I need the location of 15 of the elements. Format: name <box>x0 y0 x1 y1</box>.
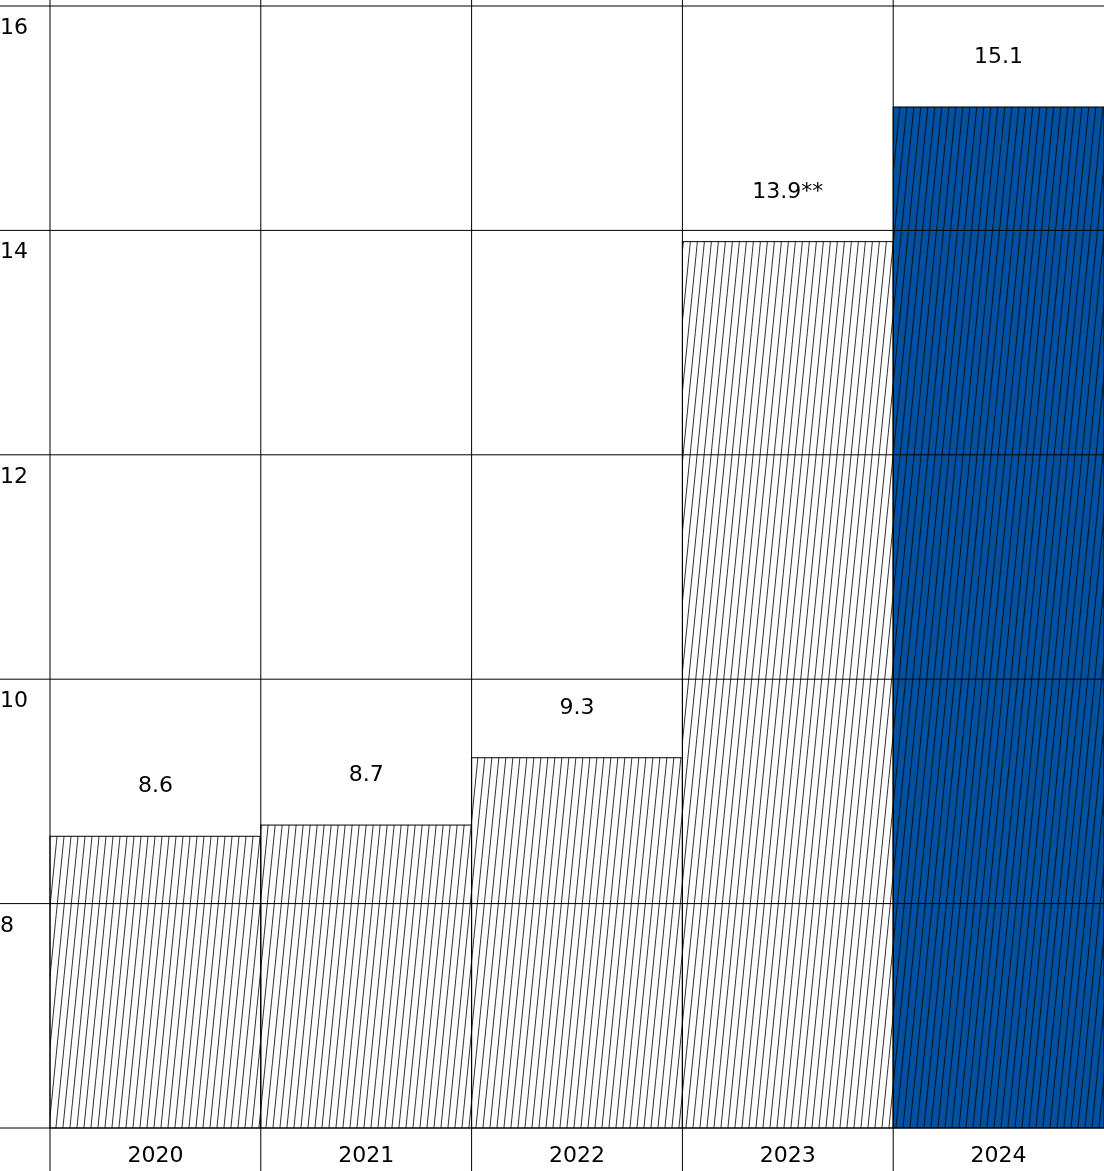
data-label: 9.3 <box>559 693 595 719</box>
x-tick-label: 2022 <box>549 1142 605 1167</box>
y-tick-label: 12 <box>0 462 28 488</box>
data-label: 8.7 <box>348 761 384 787</box>
y-tick-label: 8 <box>0 911 14 937</box>
x-tick-label: 2023 <box>759 1142 816 1167</box>
y-tick-label: 16 <box>0 14 28 39</box>
data-label: 13.9** <box>752 177 824 203</box>
y-tick-label: 14 <box>0 238 28 264</box>
x-tick-label: 2024 <box>970 1142 1027 1167</box>
x-tick-label: 2020 <box>127 1142 184 1167</box>
data-label: 8.6 <box>137 772 173 798</box>
data-label: 15.1 <box>974 42 1024 68</box>
x-tick-label: 2021 <box>338 1142 395 1167</box>
y-tick-label: 10 <box>0 687 28 713</box>
